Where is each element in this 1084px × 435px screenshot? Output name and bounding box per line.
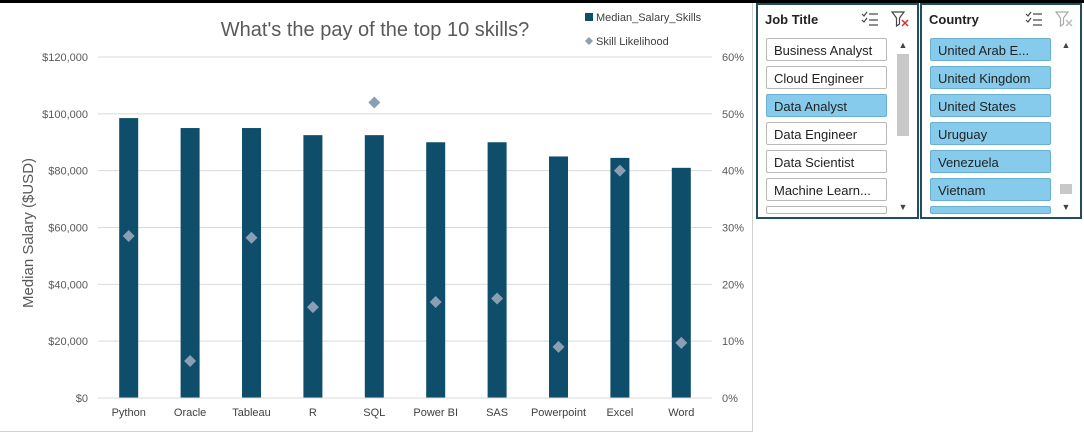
clear-filter-icon[interactable]: [890, 10, 910, 28]
scroll-up-icon[interactable]: ▲: [1061, 40, 1071, 50]
slicer-item[interactable]: United States: [930, 94, 1051, 117]
y-tick-label: $80,000: [48, 166, 88, 178]
bar: [119, 118, 139, 399]
y2-tick-label: 50%: [722, 109, 744, 121]
slicer-item-partial[interactable]: [766, 206, 887, 214]
marker-point: [368, 96, 381, 109]
x-tick-label: SAS: [486, 407, 508, 419]
slicer-title: Job Title: [765, 12, 819, 27]
bar: [487, 142, 507, 398]
bar: [242, 128, 261, 398]
y-tick-label: $40,000: [48, 279, 88, 291]
y-axis-label: Median Salary ($USD): [20, 158, 37, 308]
x-tick-label: Tableau: [232, 407, 271, 419]
bar: [364, 135, 384, 399]
x-tick-label: R: [309, 407, 317, 419]
y-tick-label: $120,000: [42, 52, 88, 64]
scrollbar-thumb[interactable]: [897, 54, 909, 136]
y-tick-label: $0: [76, 393, 88, 405]
bar: [610, 157, 630, 398]
x-tick-label: Excel: [606, 407, 633, 419]
multi-select-icon[interactable]: [860, 10, 880, 28]
scrollbar-thumb[interactable]: [1060, 184, 1072, 194]
scroll-up-icon[interactable]: ▲: [898, 40, 908, 50]
bar: [426, 142, 446, 398]
slicer-item[interactable]: Data Analyst: [766, 94, 887, 117]
chart-area[interactable]: $0 $20,000 $40,000 $60,000 $80,000 $100,000 $1…: [0, 3, 753, 432]
scroll-down-icon[interactable]: ▼: [1061, 202, 1071, 212]
y-tick-label: $20,000: [48, 336, 88, 348]
chart-title: What's the pay of the top 10 skills?: [221, 19, 529, 41]
bar: [180, 128, 200, 398]
x-tick-label: Python: [112, 407, 146, 419]
bar: [303, 135, 323, 399]
slicer-items: Business Analyst Cloud Engineer Data Ana…: [766, 38, 887, 219]
y-tick-label: $60,000: [48, 223, 88, 235]
x-tick-label: Word: [668, 407, 694, 419]
slicer-item[interactable]: Machine Learn...: [766, 178, 887, 201]
marker-point: [122, 230, 135, 243]
slicer-scrollbar[interactable]: ▲ ▼: [1058, 38, 1074, 214]
legend-label: Skill Likelihood: [596, 36, 669, 48]
slicer-item-partial[interactable]: [930, 206, 1051, 214]
slicer-country[interactable]: Country United Arab E... United Kingdom …: [920, 3, 1082, 219]
clear-filter-icon[interactable]: [1054, 10, 1074, 28]
marker-point: [184, 355, 197, 368]
slicer-item[interactable]: Data Engineer: [766, 122, 887, 145]
slicer-scrollbar[interactable]: ▲ ▼: [895, 38, 911, 214]
marker-point: [552, 340, 565, 353]
marker-point: [245, 231, 258, 244]
bar: [549, 156, 568, 398]
y2-tick-label: 60%: [722, 52, 744, 64]
slicer-item[interactable]: United Arab E...: [930, 38, 1051, 61]
slicer-title: Country: [929, 12, 979, 27]
y2-tick-label: 30%: [722, 223, 744, 235]
bar: [671, 167, 691, 398]
y2-tick-label: 20%: [722, 279, 744, 291]
marker-point: [429, 295, 442, 308]
x-tick-label: Power BI: [413, 407, 458, 419]
x-tick-label: SQL: [363, 407, 385, 419]
x-tick-label: Powerpoint: [531, 407, 586, 419]
y2-tick-label: 10%: [722, 336, 744, 348]
x-tick-label: Oracle: [174, 407, 206, 419]
slicer-item[interactable]: Vietnam: [930, 178, 1051, 201]
y2-tick-label: 0%: [722, 393, 738, 405]
y-tick-label: $100,000: [42, 109, 88, 121]
slicer-item[interactable]: United Kingdom: [930, 66, 1051, 89]
slicer-item[interactable]: Cloud Engineer: [766, 66, 887, 89]
marker-point: [491, 292, 504, 305]
slicer-items: United Arab E... United Kingdom United S…: [930, 38, 1051, 219]
multi-select-icon[interactable]: [1024, 10, 1044, 28]
slicer-job-title[interactable]: Job Title Business Analyst Cloud Enginee…: [756, 3, 919, 219]
scroll-down-icon[interactable]: ▼: [898, 202, 908, 212]
chart-svg: $0 $20,000 $40,000 $60,000 $80,000 $100,000 $1…: [20, 12, 744, 419]
marker-point: [306, 301, 319, 314]
window-top-border: [0, 0, 1084, 3]
legend-label: Median_Salary_Skills: [596, 12, 702, 24]
slicer-item[interactable]: Data Scientist: [766, 150, 887, 173]
marker-point: [675, 336, 688, 349]
slicer-item[interactable]: Uruguay: [930, 122, 1051, 145]
marker-point: [613, 164, 626, 177]
legend-swatch-bar: [585, 13, 593, 21]
slicer-item[interactable]: Business Analyst: [766, 38, 887, 61]
slicer-item[interactable]: Venezuela: [930, 150, 1051, 173]
legend-swatch-marker: [585, 37, 593, 45]
y2-tick-label: 40%: [722, 166, 744, 178]
